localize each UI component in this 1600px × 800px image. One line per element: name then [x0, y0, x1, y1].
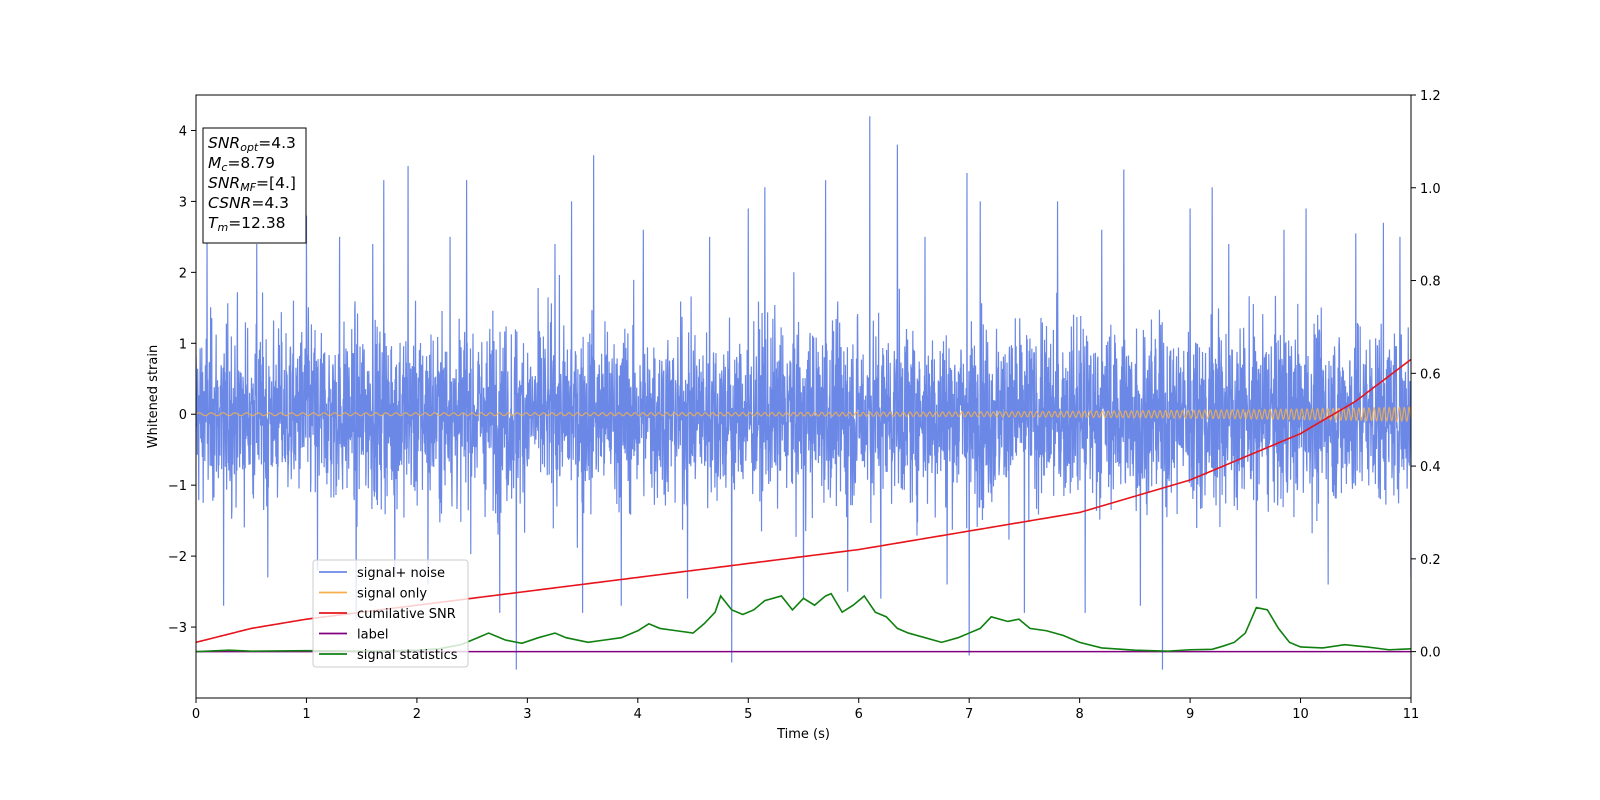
info-line: CSNR=4.3	[208, 194, 289, 212]
x-tick-label: 6	[855, 707, 863, 722]
legend-item-label: label	[319, 628, 388, 643]
y-right-tick-label: 0.4	[1420, 460, 1441, 475]
x-tick-label: 8	[1075, 707, 1083, 722]
y-left-tick-label: 4	[179, 124, 187, 139]
info-line: SNRopt=4.3	[208, 134, 296, 154]
legend-label: signal statistics	[357, 648, 458, 663]
info-line: Tm=12.38	[208, 214, 286, 234]
y-right-tick-label: 0.0	[1420, 646, 1441, 661]
legend-item-signal-only: signal only	[319, 587, 427, 602]
y-right-tick-label: 0.2	[1420, 553, 1441, 568]
y-left-tick-label: −3	[168, 621, 187, 636]
legend-label: signal only	[357, 587, 427, 602]
x-tick-label: 7	[965, 707, 973, 722]
y-right-tick-label: 0.8	[1420, 275, 1441, 290]
legend-item-signal-statistics: signal statistics	[319, 648, 458, 663]
x-tick-label: 4	[634, 707, 642, 722]
legend-label: cumilative SNR	[357, 607, 456, 622]
y-right-tick-label: 1.0	[1420, 182, 1441, 197]
y-left-tick-label: 1	[179, 337, 187, 352]
x-tick-label: 10	[1292, 707, 1309, 722]
legend-label: label	[357, 628, 388, 643]
series-signal-statistics	[196, 592, 1411, 653]
y-left-tick-label: −1	[168, 479, 187, 494]
y-right-tick-label: 1.2	[1420, 89, 1441, 104]
y-left-tick-label: 0	[179, 408, 187, 423]
x-tick-label: 9	[1186, 707, 1194, 722]
legend: signal+ noise signal only cumilative SNR la…	[312, 559, 469, 668]
y-left-tick-label: 3	[179, 195, 187, 210]
y-axis-label: Whitened strain	[146, 345, 161, 448]
info-line: SNRMF=[4.]	[208, 174, 296, 194]
x-tick-label: 1	[302, 707, 310, 722]
legend-label: signal+ noise	[357, 566, 445, 581]
x-tick-label: 3	[523, 707, 531, 722]
y-left-tick-label: −2	[168, 550, 187, 565]
x-tick-label: 2	[413, 707, 421, 722]
x-tick-label: 5	[744, 707, 752, 722]
x-tick-label: 0	[192, 707, 200, 722]
series-signal-only	[196, 405, 1411, 423]
legend-item-cumilative-snr: cumilative SNR	[319, 607, 456, 622]
ticks-layer: 0 1 2 3 4 5 6 7 8 9 10 11 −3 −2 −1 0 1 2 3 4 0.0 0.2 0.4 0.6 0.8…	[168, 89, 1441, 722]
x-axis-label: Time (s)	[776, 727, 830, 742]
info-box-frame	[202, 127, 307, 244]
plot-frame	[195, 94, 1412, 699]
legend-item-signal-noise: signal+ noise	[319, 566, 445, 581]
y-right-tick-label: 0.6	[1420, 367, 1441, 382]
x-tick-label: 11	[1403, 707, 1420, 722]
y-left-tick-label: 2	[179, 266, 187, 281]
info-line: Mc=8.79	[208, 154, 275, 174]
legend-frame	[312, 559, 469, 668]
